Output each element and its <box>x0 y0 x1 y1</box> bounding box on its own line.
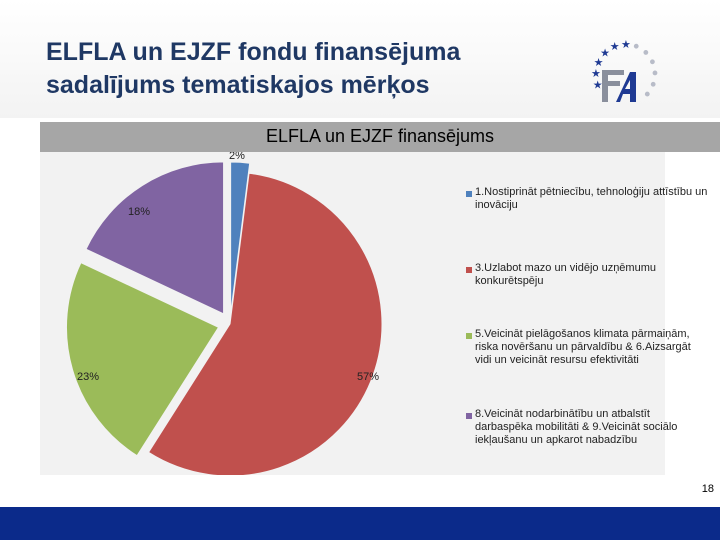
legend-swatch-3 <box>466 333 472 339</box>
logo-dot-icon <box>650 81 656 87</box>
logo-star-icon: ★ <box>610 41 620 53</box>
page-number: 18 <box>701 483 714 495</box>
eu-fund-logo-icon: ★★★★★ ★ <box>591 40 658 102</box>
chart-header: ELFLA un EJZF finansējums <box>40 122 720 152</box>
data-label-1: 2% <box>229 152 245 162</box>
data-label-3: 23% <box>77 371 99 383</box>
slide-title: ELFLA un EJZF fondu finansējuma sadalīju… <box>46 36 566 102</box>
logo-star-icon: ★ <box>621 40 631 51</box>
pie-chart: 2% 57% 23% 18% <box>66 152 383 475</box>
legend-label-2: 3.Uzlabot mazo un vidējo uzņēmumu konkur… <box>475 262 656 287</box>
logo-dot-icon <box>643 50 649 55</box>
slide-title-line-2: sadalījums tematiskajos mērķos <box>46 71 430 99</box>
legend-item-2: 3.Uzlabot mazo un vidējo uzņēmumu konkur… <box>466 262 710 288</box>
data-label-4: 18% <box>128 206 150 218</box>
legend-swatch-4 <box>466 413 472 419</box>
logo-star-icon: ★ <box>594 57 604 69</box>
legend-item-4: 8.Veicināt nodarbinātību un atbalstīt da… <box>466 408 710 447</box>
slide-title-line-1: ELFLA un EJZF fondu finansējuma <box>46 38 461 66</box>
legend-label-4: 8.Veicināt nodarbinātību un atbalstīt da… <box>475 408 678 446</box>
legend-swatch-1 <box>466 191 472 197</box>
logo-dot-icon <box>644 91 650 97</box>
logo-star-icon: ★ <box>593 79 603 91</box>
logo-dot-icon <box>652 70 658 76</box>
data-label-2: 57% <box>357 371 379 383</box>
chart-area: 2% 57% 23% 18% 1.Nostiprināt pētniecību, te… <box>40 152 707 475</box>
bottom-bar <box>0 507 720 540</box>
legend-label-1: 1.Nostiprināt pētniecību, tehnoloģiju at… <box>475 186 708 211</box>
legend-item-3: 5.Veicināt pielāgošanos klimata pārmaiņā… <box>466 328 710 367</box>
logo-star-icon: ★ <box>600 47 610 59</box>
pie-slice-2 <box>147 172 383 475</box>
logo-star-icon: ★ <box>591 68 601 80</box>
legend-label-3: 5.Veicināt pielāgošanos klimata pārmaiņā… <box>475 328 691 366</box>
pie-slice-4 <box>85 161 225 315</box>
logo-letter-f <box>602 70 624 102</box>
title-background <box>0 0 720 118</box>
logo-dot-icon <box>633 43 639 49</box>
logo-letter-a <box>616 72 636 102</box>
pie-slice-3 <box>66 261 220 457</box>
legend-item-1: 1.Nostiprināt pētniecību, tehnoloģiju at… <box>466 186 710 212</box>
pie-slice-1 <box>230 161 251 315</box>
chart-title: ELFLA un EJZF finansējums <box>265 126 495 146</box>
legend-swatch-2 <box>466 267 472 273</box>
logo-dot-icon <box>650 59 655 65</box>
